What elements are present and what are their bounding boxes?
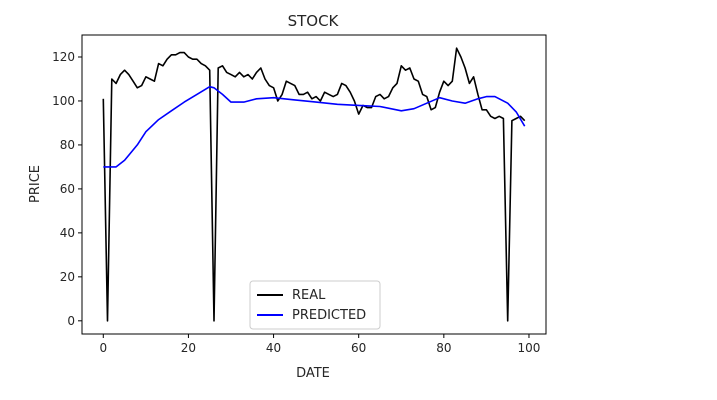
y-tick-label: 80	[60, 138, 75, 152]
y-axis-label: PRICE	[28, 165, 43, 203]
y-tick-label: 20	[60, 270, 75, 284]
x-tick-label: 40	[266, 341, 281, 355]
y-tick-label: 120	[52, 50, 75, 64]
x-tick-label: 60	[351, 341, 366, 355]
series-line-predicted	[103, 85, 526, 168]
chart-title: STOCK	[288, 12, 340, 30]
y-tick-label: 40	[60, 226, 75, 240]
y-tick-label: 100	[52, 94, 75, 108]
x-axis-ticks: 0 20 40 60 80 100	[99, 334, 540, 355]
legend: REAL PREDICTED	[249, 280, 381, 330]
plot-frame	[81, 34, 547, 335]
plot-area	[81, 34, 547, 335]
x-tick-label: 0	[99, 341, 107, 355]
y-axis-ticks: 0 20 40 60 80 100 120	[52, 50, 82, 328]
legend-label-real: REAL	[292, 288, 326, 303]
y-tick-label: 60	[60, 182, 75, 196]
series-line-real	[102, 47, 526, 322]
legend-box	[249, 280, 381, 330]
x-tick-label: 80	[436, 341, 451, 355]
x-tick-label: 20	[181, 341, 196, 355]
x-axis-label: DATE	[296, 366, 330, 381]
x-tick-label: 100	[518, 341, 541, 355]
y-tick-label: 0	[67, 314, 75, 328]
legend-label-predicted: PREDICTED	[292, 308, 366, 323]
